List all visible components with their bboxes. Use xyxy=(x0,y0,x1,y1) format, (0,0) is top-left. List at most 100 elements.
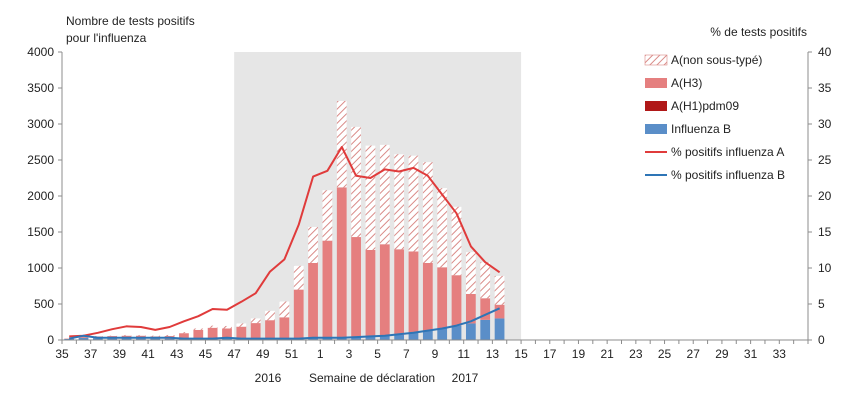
bar-a-non-sous-typ-wk4 xyxy=(365,145,376,250)
x-tick-label-39: 39 xyxy=(113,347,127,361)
bar-a-h3-wk36 xyxy=(78,336,89,338)
bar-influenza-b-wk46 xyxy=(222,338,232,340)
bar-influenza-b-wk10 xyxy=(451,325,462,340)
bar-a-h3-wk1 xyxy=(322,240,333,338)
bar-a-h3-wk44 xyxy=(193,329,204,339)
bar-influenza-b-wk40 xyxy=(136,338,146,340)
x-tick-label-17: 17 xyxy=(543,347,557,361)
bar-a-h3-wk4 xyxy=(365,250,376,337)
bar-a-non-sous-typ-wk46 xyxy=(222,325,232,329)
legend-label-a-h3: A(H3) xyxy=(671,76,702,90)
bar-a-non-sous-typ-wk43 xyxy=(179,332,189,334)
x-tick-label-1: 1 xyxy=(317,347,324,361)
line-positifs-influenza-b xyxy=(69,307,501,340)
bar-a-h3-wk2 xyxy=(336,187,347,338)
legend-label-a-h1-pdm09: A(H1)pdm09 xyxy=(671,99,739,113)
bar-influenza-b-wk11 xyxy=(465,323,476,340)
legend: A(non sous-typé) A(H3) A(H1)pdm09 Influenza… xyxy=(644,53,785,182)
bar-influenza-b-wk35 xyxy=(64,338,75,340)
year-label-2017: 2017 xyxy=(452,371,479,385)
bar-a-non-sous-typ-wk44 xyxy=(193,328,204,330)
x-axis-title: Semaine de déclaration xyxy=(309,371,435,385)
bar-influenza-b-wk4 xyxy=(365,336,376,340)
legend-swatch-a-h1-pdm09 xyxy=(645,101,667,111)
bar-influenza-b-wk39 xyxy=(121,338,132,340)
bar-a-h3-wk6 xyxy=(394,249,405,335)
right-tick-label-35: 35 xyxy=(818,81,832,95)
bar-a-non-sous-typ-wk45 xyxy=(207,325,218,328)
left-tick-label-1500: 1500 xyxy=(27,225,54,239)
bar-influenza-b-wk52 xyxy=(308,337,318,340)
legend-label-positifs-influenza-b: % positifs influenza B xyxy=(671,168,785,182)
right-tick-label-25: 25 xyxy=(818,153,832,167)
bar-influenza-b-wk42 xyxy=(164,338,175,340)
x-tick-label-47: 47 xyxy=(227,347,241,361)
right-tick-label-20: 20 xyxy=(818,189,832,203)
x-tick-label-9: 9 xyxy=(432,347,439,361)
x-tick-label-11: 11 xyxy=(457,347,470,361)
x-tick-label-31: 31 xyxy=(744,347,758,361)
bar-a-h3-wk5 xyxy=(379,244,390,336)
bar-a-non-sous-typ-wk12 xyxy=(480,262,491,299)
bar-a-non-sous-typ-wk42 xyxy=(164,334,175,337)
bar-influenza-b-wk12 xyxy=(480,319,491,340)
bar-a-h3-wk43 xyxy=(179,333,189,339)
bar-a-h3-wk13 xyxy=(494,304,505,319)
bar-a-h3-wk51 xyxy=(293,289,304,339)
bar-a-non-sous-typ-wk1 xyxy=(322,190,333,241)
left-tick-label-500: 500 xyxy=(34,297,54,311)
left-tick-label-3000: 3000 xyxy=(27,117,54,131)
legend-label-positifs-influenza-a: % positifs influenza A xyxy=(671,145,784,159)
bar-a-non-sous-typ-wk52 xyxy=(308,226,318,263)
bar-a-non-sous-typ-wk49 xyxy=(265,310,275,321)
left-tick-label-4000: 4000 xyxy=(27,45,54,59)
x-tick-label-41: 41 xyxy=(141,347,155,361)
right-axis-title: % de tests positifs xyxy=(710,25,807,39)
left-axis-title-line-1: Nombre de tests positifs xyxy=(66,14,195,28)
bar-a-h3-wk10 xyxy=(451,275,462,326)
bar-a-non-sous-typ-wk10 xyxy=(451,206,462,276)
x-tick-label-15: 15 xyxy=(514,347,528,361)
bar-a-h3-wk50 xyxy=(279,317,290,339)
bar-a-h3-wk46 xyxy=(222,328,232,339)
x-tick-label-49: 49 xyxy=(256,347,270,361)
bar-influenza-b-wk7 xyxy=(408,332,419,340)
bar-a-non-sous-typ-wk11 xyxy=(465,252,476,294)
bar-a-h3-wk47 xyxy=(236,326,247,339)
bar-a-h3-wk49 xyxy=(265,320,275,339)
bar-a-h3-wk8 xyxy=(422,262,433,331)
x-tick-label-33: 33 xyxy=(773,347,787,361)
legend-label-a-non-sous-typ: A(non sous-typé) xyxy=(671,53,762,67)
x-tick-label-51: 51 xyxy=(285,347,299,361)
legend-swatch-a-non-sous-typ xyxy=(644,54,668,66)
x-tick-label-45: 45 xyxy=(199,347,213,361)
bar-influenza-b-wk6 xyxy=(394,334,405,340)
bar-a-non-sous-typ-wk41 xyxy=(150,335,161,337)
bar-a-h3-wk45 xyxy=(207,327,218,339)
bar-influenza-b-wk36 xyxy=(78,337,89,340)
axes-layer: 0500100015002000250030003500400005101520… xyxy=(27,45,831,361)
right-tick-label-5: 5 xyxy=(818,297,825,311)
x-tick-label-37: 37 xyxy=(84,347,98,361)
x-tick-label-29: 29 xyxy=(715,347,729,361)
bar-a-h3-wk3 xyxy=(351,237,361,338)
bar-a-non-sous-typ-wk47 xyxy=(236,323,247,327)
bar-a-h3-wk11 xyxy=(465,293,476,324)
bar-influenza-b-wk9 xyxy=(437,328,448,340)
left-tick-label-1000: 1000 xyxy=(27,261,54,275)
bar-a-h3-wk7 xyxy=(408,251,419,333)
x-tick-label-27: 27 xyxy=(687,347,701,361)
legend-swatch-influenza-b xyxy=(645,124,667,134)
bar-a-non-sous-typ-wk13 xyxy=(494,275,505,305)
year-label-2016: 2016 xyxy=(255,371,282,385)
bar-influenza-b-wk13 xyxy=(494,318,505,340)
bar-a-non-sous-typ-wk5 xyxy=(379,144,390,245)
right-tick-label-0: 0 xyxy=(818,333,825,347)
bar-a-h3-wk48 xyxy=(250,323,261,339)
lines-layer xyxy=(69,146,501,340)
bar-a-non-sous-typ-wk51 xyxy=(293,265,304,290)
x-tick-label-19: 19 xyxy=(572,347,586,361)
x-tick-label-3: 3 xyxy=(346,347,353,361)
bar-a-non-sous-typ-wk2 xyxy=(336,100,347,188)
